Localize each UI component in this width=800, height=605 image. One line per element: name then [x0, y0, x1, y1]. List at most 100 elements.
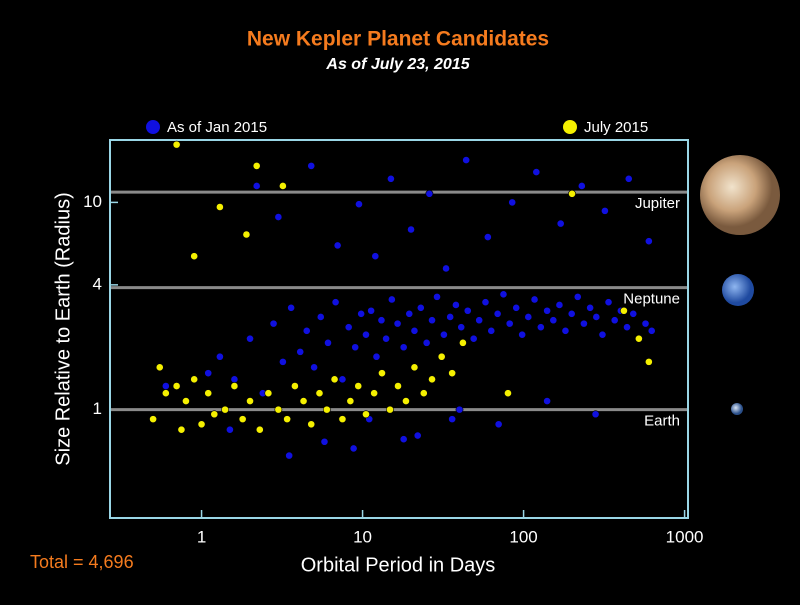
reference-label: Earth [644, 413, 680, 430]
data-point [238, 415, 247, 424]
data-point [410, 363, 419, 372]
data-point [481, 298, 490, 307]
legend-label: July 2015 [584, 119, 648, 136]
chart-subtitle: As of July 23, 2015 [325, 56, 470, 73]
data-point [172, 140, 181, 149]
data-point [413, 431, 422, 440]
data-point [543, 306, 552, 315]
data-point [377, 316, 386, 325]
data-point [346, 397, 355, 405]
data-point [512, 303, 521, 312]
data-point [357, 309, 366, 318]
data-point [518, 330, 527, 339]
x-tick-label: 10 [353, 527, 372, 546]
data-point [452, 301, 460, 309]
data-point [242, 230, 251, 239]
data-point [591, 410, 600, 419]
data-point [629, 309, 638, 318]
data-point [455, 405, 464, 414]
data-point [459, 338, 467, 347]
plot-frame [109, 139, 689, 519]
data-point [448, 369, 457, 378]
data-point [378, 369, 386, 378]
data-point [172, 382, 181, 390]
reference-label: Jupiter [635, 195, 680, 212]
data-point [226, 425, 234, 434]
data-point [252, 182, 261, 190]
data-point [155, 363, 164, 372]
data-point [592, 313, 601, 321]
jupiter-image [700, 155, 780, 235]
data-point [349, 444, 358, 453]
data-point [274, 405, 283, 414]
data-point [494, 420, 503, 429]
x-tick-label: 1 [197, 527, 206, 546]
data-point [416, 303, 425, 312]
data-point [419, 389, 428, 398]
data-point [197, 420, 206, 429]
data-point [190, 375, 199, 384]
data-point [221, 405, 229, 414]
data-point [623, 323, 631, 332]
data-point [475, 316, 484, 325]
data-point [422, 338, 431, 347]
data-point [524, 313, 533, 321]
data-point [330, 375, 339, 384]
data-point [386, 405, 394, 414]
data-point [182, 397, 190, 405]
data-point [283, 415, 292, 424]
data-point [433, 292, 441, 301]
data-point [287, 303, 296, 312]
data-point [620, 306, 628, 315]
total-annotation: Total = 4,696 [30, 552, 134, 572]
y-tick-label: 4 [93, 274, 102, 293]
data-point [399, 435, 408, 444]
data-point [440, 330, 448, 339]
data-point [394, 382, 402, 390]
data-point [624, 174, 633, 183]
data-point [269, 319, 278, 328]
data-point [307, 420, 316, 429]
data-point [402, 397, 410, 405]
data-point [315, 389, 324, 398]
data-point [322, 405, 331, 414]
data-point [634, 334, 643, 343]
data-point [351, 343, 360, 352]
data-point [362, 410, 370, 419]
data-point [255, 425, 264, 434]
data-point [371, 252, 380, 261]
data-point [577, 182, 586, 190]
data-point [555, 301, 564, 309]
x-tick-label: 1000 [666, 527, 704, 546]
legend-marker [146, 120, 160, 134]
data-point [216, 352, 224, 361]
data-point [469, 334, 478, 343]
data-point [338, 375, 347, 384]
data-point [331, 298, 340, 307]
data-point [355, 200, 363, 209]
data-point [299, 397, 308, 405]
data-point [407, 225, 415, 234]
data-point [264, 389, 273, 398]
data-point [536, 323, 545, 332]
y-tick-label: 10 [83, 192, 102, 211]
data-point [598, 330, 607, 339]
data-point [399, 343, 408, 352]
data-point [161, 382, 170, 390]
data-point [230, 375, 239, 384]
data-point [370, 389, 379, 398]
data-point [567, 309, 576, 318]
data-point [644, 237, 653, 246]
data-point [161, 389, 170, 398]
y-tick-label: 1 [93, 399, 102, 418]
data-point [410, 326, 419, 335]
data-point [586, 303, 595, 312]
data-point [457, 323, 466, 332]
data-point [210, 410, 219, 419]
data-point [316, 313, 325, 321]
data-point [604, 298, 613, 307]
data-point [499, 290, 508, 299]
data-point [532, 168, 541, 177]
data-point [246, 334, 254, 343]
